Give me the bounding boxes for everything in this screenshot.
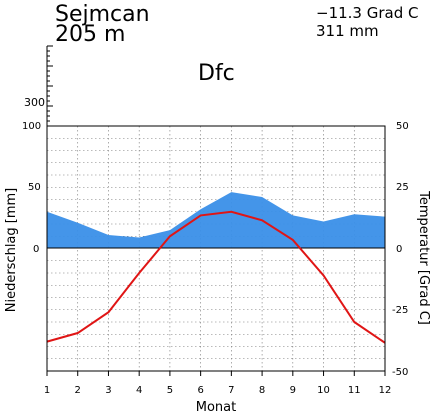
- precip-tick-300: 300: [24, 96, 45, 109]
- temp-tick-minus50: -50: [392, 367, 408, 378]
- month-label: 12: [379, 385, 392, 396]
- precip-tick-0: 0: [33, 244, 39, 255]
- month-label: 11: [348, 385, 361, 396]
- month-label: 6: [197, 385, 203, 396]
- temperature-line: [46, 210, 386, 344]
- temp-tick-minus25: -25: [392, 305, 408, 316]
- annual-precipitation: 311 mm: [316, 22, 379, 40]
- x-axis-title: Monat: [196, 400, 236, 415]
- upper-precip-ticks: [47, 45, 53, 127]
- y-axis-left-title: Niederschlag [mm]: [4, 188, 19, 313]
- station-name: Sejmcan: [55, 2, 150, 27]
- month-label: 5: [167, 385, 173, 396]
- month-label: 7: [228, 385, 234, 396]
- month-labels: 1 2 3 4 5 6 7 8 9 10 11 12: [44, 385, 392, 396]
- temp-tick-50: 50: [396, 121, 409, 132]
- mean-temperature: −11.3 Grad C: [316, 4, 418, 22]
- temp-tick-25: 25: [396, 182, 409, 193]
- month-label: 3: [105, 385, 111, 396]
- plot-frame: [46, 125, 386, 372]
- station-elevation: 205 m: [55, 22, 125, 47]
- precip-tick-100: 100: [22, 121, 41, 132]
- month-label: 4: [136, 385, 142, 396]
- x-ticks: [46, 371, 386, 376]
- month-label: 1: [44, 385, 50, 396]
- precipitation-area: [47, 192, 385, 249]
- month-label: 8: [259, 385, 265, 396]
- precip-tick-50: 50: [28, 182, 41, 193]
- month-label: 10: [317, 385, 330, 396]
- y-axis-right-title: Temperatur [Grad C]: [416, 190, 431, 325]
- month-label: 9: [290, 385, 296, 396]
- climate-class: Dfc: [198, 61, 235, 86]
- month-label: 2: [75, 385, 81, 396]
- temp-tick-0: 0: [396, 244, 402, 255]
